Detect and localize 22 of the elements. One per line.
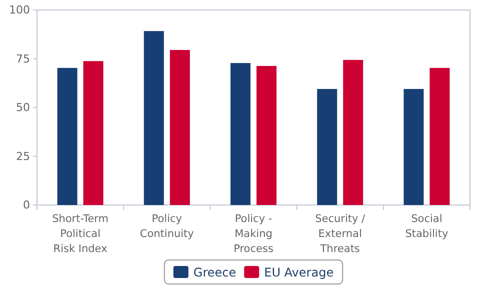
y-tick-label: 25 (16, 150, 30, 163)
bar (230, 63, 250, 205)
bar (343, 60, 364, 205)
bar (430, 68, 450, 205)
x-tick-label: Security / External Threats (315, 213, 366, 255)
legend-label: Greece (193, 266, 236, 280)
y-tick-label: 50 (16, 101, 30, 114)
legend-label: EU Average (264, 266, 334, 280)
bar (57, 68, 78, 205)
x-tick-label: Policy - Making Process (234, 213, 274, 255)
x-tick-label: Policy Continuity (140, 213, 194, 240)
bar (170, 50, 190, 205)
bar (144, 31, 164, 205)
bar (404, 88, 424, 205)
y-tick-label: 100 (9, 4, 30, 17)
x-tick-label: Short-Term Political Risk Index (52, 213, 109, 255)
bar (317, 88, 338, 205)
y-tick-label: 75 (16, 52, 30, 66)
bar (83, 61, 104, 205)
bar (256, 66, 276, 205)
x-tick-label: Social Stability (405, 213, 448, 240)
y-tick-label: 0 (23, 198, 30, 212)
